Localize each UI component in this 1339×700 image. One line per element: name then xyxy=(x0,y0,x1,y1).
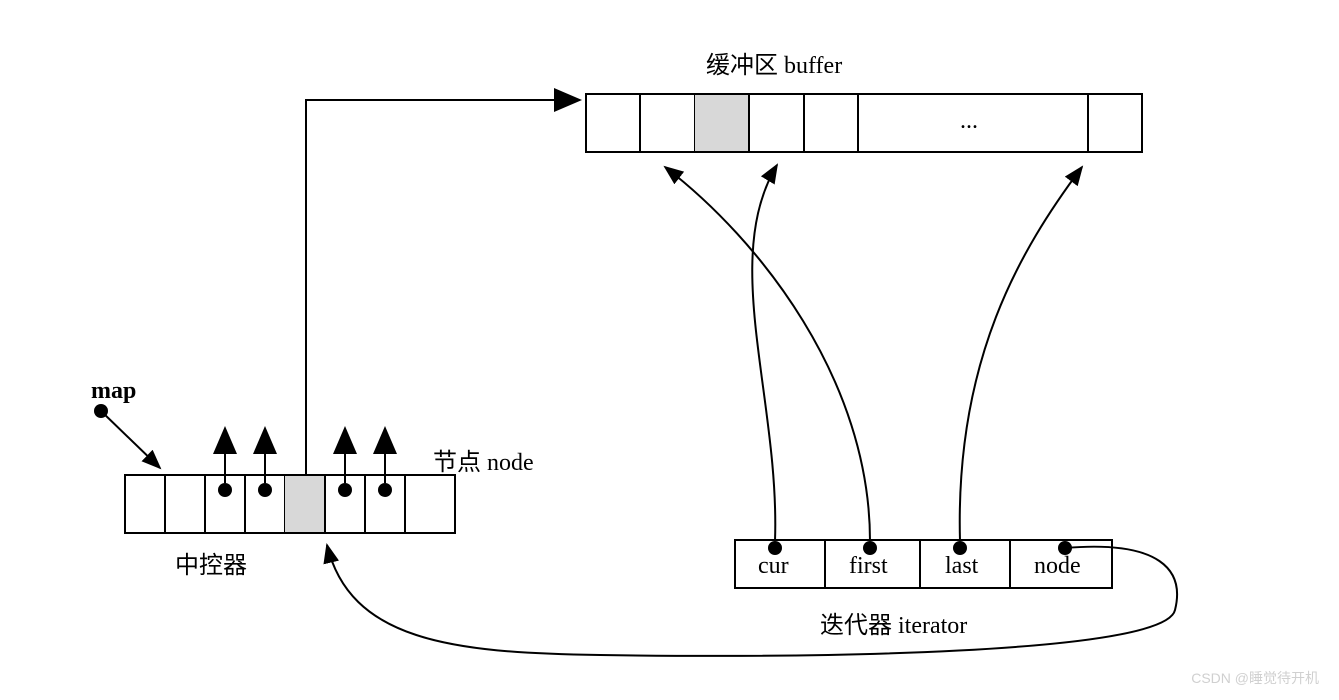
ellipsis-label: ... xyxy=(960,108,978,135)
map-pointer xyxy=(94,404,160,468)
first-label: first xyxy=(849,553,888,580)
node-label: 节点 node xyxy=(433,442,534,477)
buffer-cell-shaded xyxy=(695,94,749,152)
node-cell-label: node xyxy=(1034,553,1081,580)
buffer-label: 缓冲区 buffer xyxy=(706,45,842,80)
buffer-box xyxy=(586,94,1142,152)
map-box xyxy=(125,475,455,533)
watermark: CSDN @睡觉待开机 xyxy=(1191,668,1319,688)
controller-label: 中控器 xyxy=(175,545,247,580)
cur-label: cur xyxy=(758,553,789,580)
last-label: last xyxy=(945,553,978,580)
map-cell-shaded xyxy=(285,475,325,533)
iterator-label: 迭代器 iterator xyxy=(820,605,967,640)
map-label: map xyxy=(91,378,136,405)
controller-to-buffer-arrow xyxy=(306,100,578,475)
iterator-curves xyxy=(327,165,1177,656)
